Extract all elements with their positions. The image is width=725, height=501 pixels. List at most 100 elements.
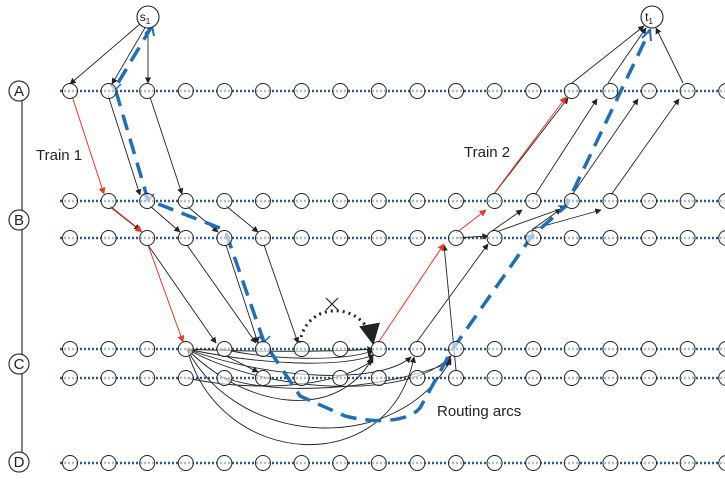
event-node <box>139 230 156 246</box>
event-node <box>525 230 542 246</box>
event-node <box>100 193 117 209</box>
event-node <box>100 83 117 99</box>
sink-label: t <box>645 10 649 24</box>
event-node <box>177 230 194 246</box>
event-node <box>525 83 542 99</box>
event-node <box>525 455 542 471</box>
sink-subscript: 1 <box>648 17 653 26</box>
event-node <box>100 341 117 357</box>
event-node <box>563 193 580 209</box>
station-label-c: C <box>14 356 25 373</box>
event-node <box>448 193 464 209</box>
event-node <box>486 193 503 209</box>
sink-node: t1 <box>640 5 664 29</box>
event-node <box>602 455 619 471</box>
event-node <box>486 341 503 357</box>
event-node <box>332 230 349 246</box>
event-node <box>486 455 503 471</box>
event-nodes <box>62 83 725 471</box>
event-node <box>370 83 387 99</box>
event-node <box>62 455 78 471</box>
event-node <box>139 193 156 209</box>
event-node <box>602 230 619 246</box>
event-node <box>62 341 78 357</box>
event-node <box>563 230 580 246</box>
event-node <box>602 370 619 386</box>
train-schedule-arcs <box>71 95 567 344</box>
event-node <box>486 370 503 386</box>
source-node: s1 <box>136 5 160 29</box>
event-node <box>448 370 464 386</box>
event-node <box>641 370 657 386</box>
event-node <box>216 193 233 209</box>
station-marker-d: D <box>8 451 30 473</box>
event-node <box>370 230 387 246</box>
train-2-label: Train 2 <box>464 144 510 161</box>
routing-arcs <box>186 346 452 446</box>
event-node <box>177 193 194 209</box>
event-node <box>525 370 542 386</box>
event-node <box>370 455 387 471</box>
event-node <box>641 193 657 209</box>
event-node <box>255 230 271 246</box>
event-node <box>486 230 503 246</box>
event-node <box>679 193 696 209</box>
event-node <box>525 341 542 357</box>
event-node <box>679 370 696 386</box>
event-node <box>370 370 387 386</box>
event-node <box>332 193 349 209</box>
event-node <box>216 83 233 99</box>
event-node <box>255 83 271 99</box>
event-node <box>370 341 387 357</box>
event-node <box>486 83 503 99</box>
station-label-b: B <box>14 212 24 229</box>
station-marker-c: C <box>8 353 30 375</box>
event-node <box>139 455 156 471</box>
event-node <box>216 455 233 471</box>
event-node <box>255 455 271 471</box>
event-node <box>332 83 349 99</box>
station-marker-a: A <box>8 80 30 102</box>
event-node <box>718 341 725 357</box>
event-node <box>679 455 696 471</box>
blocked-arc <box>298 297 380 346</box>
station-label-a: A <box>14 83 24 100</box>
event-node <box>641 341 657 357</box>
event-node <box>255 370 271 386</box>
event-node <box>563 83 580 99</box>
event-node <box>525 193 542 209</box>
svg-text:s1: s1 <box>140 10 151 26</box>
event-node <box>448 455 464 471</box>
event-node <box>255 193 271 209</box>
event-node <box>409 193 426 209</box>
event-node <box>409 230 426 246</box>
event-node <box>177 455 194 471</box>
event-node <box>718 455 725 471</box>
event-node <box>177 341 194 357</box>
event-node <box>641 455 657 471</box>
event-node <box>293 341 310 357</box>
event-node <box>641 230 657 246</box>
event-node <box>100 230 117 246</box>
event-node <box>139 341 156 357</box>
event-node <box>255 341 271 357</box>
event-node <box>370 193 387 209</box>
event-node <box>679 83 696 99</box>
event-node <box>409 341 426 357</box>
event-node <box>293 83 310 99</box>
event-node <box>448 230 464 246</box>
event-node <box>216 370 233 386</box>
source-label: s <box>140 10 146 24</box>
event-node <box>679 341 696 357</box>
event-node <box>602 341 619 357</box>
event-node <box>641 83 657 99</box>
event-node <box>409 370 426 386</box>
track-lines <box>60 89 725 465</box>
event-node <box>448 341 464 357</box>
event-node <box>718 193 725 209</box>
event-node <box>332 455 349 471</box>
event-node <box>563 341 580 357</box>
train-1-label: Train 1 <box>36 147 82 164</box>
event-node <box>216 341 233 357</box>
